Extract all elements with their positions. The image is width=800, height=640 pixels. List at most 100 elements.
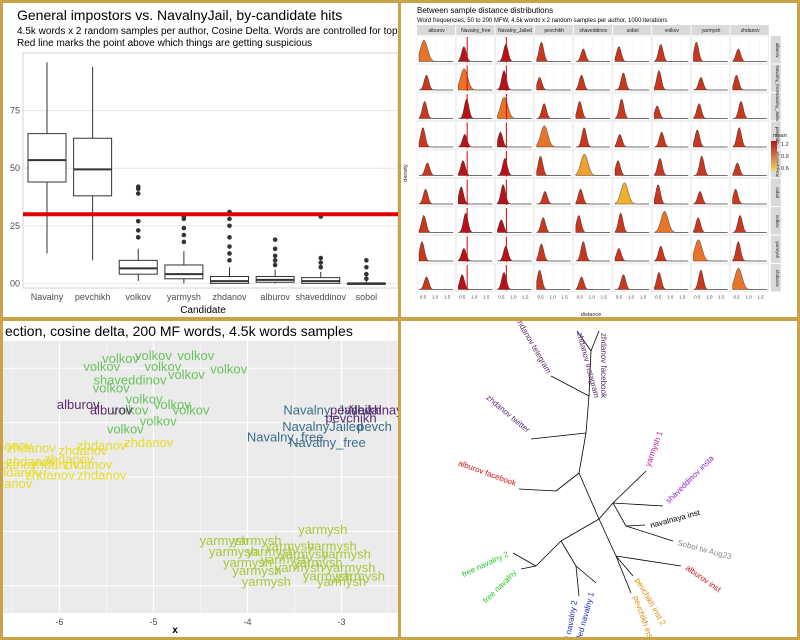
scatter-point-label: volkov [177,348,214,363]
scatter-point-label: zhdanov [3,457,37,472]
density-curve [536,103,571,119]
density-curve [536,41,571,62]
density-curve [614,72,650,91]
scatter-point-label: volkov [112,402,149,417]
density-row-label: Navalny_free [775,65,780,92]
scatter-xtick-label: -6 [55,617,63,627]
boxplot-xlabel: Candidate [180,305,226,316]
density-row-label: yarmysh [775,241,780,258]
density-curve [654,131,689,148]
tree-tip-branch [550,375,590,397]
scatter-point-label: yarmysh [275,560,324,575]
boxplot-box [118,259,158,275]
boxplot-ytick-label: 50 [10,163,20,173]
density-xtick-label: 0.5 [694,295,701,300]
scatter-point-label: volkov [154,397,191,412]
boxplot-marks: 75 50 25 00 Navalny pevchikh volkov yarmysh zhda… [10,62,398,302]
scatter-xtick-label: -3 [338,617,346,627]
density-curve [418,214,454,233]
scatter-point-label: zhdanov [30,457,80,472]
density-xtick-label: 0.5 [537,295,544,300]
boxplot-outlier [181,239,187,245]
scatter-point-label: pevchikh [330,402,381,417]
tree-branch [598,502,614,520]
density-curve [732,162,767,176]
density-col-strip [730,25,769,35]
density-col-strip [691,25,730,35]
density-curve [693,270,728,290]
boxplot-outlier [227,235,232,240]
boxplot-box [27,133,67,183]
density-curve [418,241,454,262]
tree-tip-branch [576,330,592,352]
scatter-point-label: yarmysh [336,568,385,583]
density-curve [654,105,689,119]
density-curve [536,269,571,290]
boxplot-outlier [135,235,141,240]
density-curve [575,188,610,205]
density-xtick-label: 1.5 [601,295,608,300]
scatter-point-label: alburov [90,402,133,417]
boxplot-outlier [227,216,232,222]
boxplot-outlier [272,246,278,252]
tree-tip-branch [512,552,537,567]
density-curve [614,274,650,290]
tree-branch [578,432,587,474]
tree-tip-branch [625,524,646,527]
tree-branch [585,395,590,434]
density-curve [614,160,650,176]
density-xtick-label: 0.5 [655,295,662,300]
tree-tip-branch [625,525,674,542]
tree-tip-label: zhdanov twitter [484,393,531,435]
tree-tip-label: shaveddinov insta [664,453,716,505]
density-curve [575,276,610,290]
density-col-strip [573,25,612,35]
scatter-point-label: yarmysh [322,547,371,562]
density-curve [458,274,493,290]
density-xtick-label: 1.0 [432,295,439,300]
density-curve [693,129,728,148]
boxplot-category-label: Navalny [31,292,64,302]
density-curve [418,40,454,62]
density-curve [614,46,650,62]
boxplot-outlier [272,258,278,263]
scatter-point-label: yarmysh [298,522,347,537]
tree-tip-label: yarmysh 1 [643,429,664,467]
density-xtick-label: 1.0 [628,295,635,300]
boxplot-outlier [135,218,141,224]
boxplot-outlier [181,232,187,238]
scatter-xtick-label: -4 [244,617,252,627]
tree-branch [560,540,577,567]
boxplot-outlier [364,264,369,270]
density-curve [575,127,610,148]
density-curve [654,184,689,205]
density-xtick-label: 1.5 [757,295,764,300]
density-curve [418,162,454,176]
tree-tip-label: alburov facebook [457,459,518,489]
scatter-point-label: yarmysh [308,538,357,553]
scatter-point-label: zhdanov [77,438,127,453]
density-curve [654,210,689,233]
scatter-point-label: yarmysh [246,544,295,559]
density-grid-chart: Between sample distance distributions Wo… [403,6,789,317]
density-curve [614,98,650,119]
scatter-point-label: volkov [210,362,247,377]
scatter-point-label: volkov [83,359,120,374]
density-grid-panel: Between sample distance distributions Wo… [401,3,797,317]
density-row-label: alburov [775,43,780,59]
density-curve [654,70,689,91]
density-curve [418,276,454,290]
density-row-strip [770,121,781,149]
density-col-strip [456,25,495,35]
density-xtick-label: 0.5 [616,295,623,300]
density-xtick-label: 1.5 [444,295,451,300]
scatter-grid [3,341,398,613]
density-curve [497,131,532,148]
boxplot-outlier [272,253,278,259]
boxplot-subtitle-2: Red line marks the point above which thi… [17,38,312,49]
tree-branch [560,518,600,542]
scatter-point-label: zhdanov [3,476,33,491]
density-xtick-label: 1.0 [510,295,517,300]
density-curve [732,48,767,62]
